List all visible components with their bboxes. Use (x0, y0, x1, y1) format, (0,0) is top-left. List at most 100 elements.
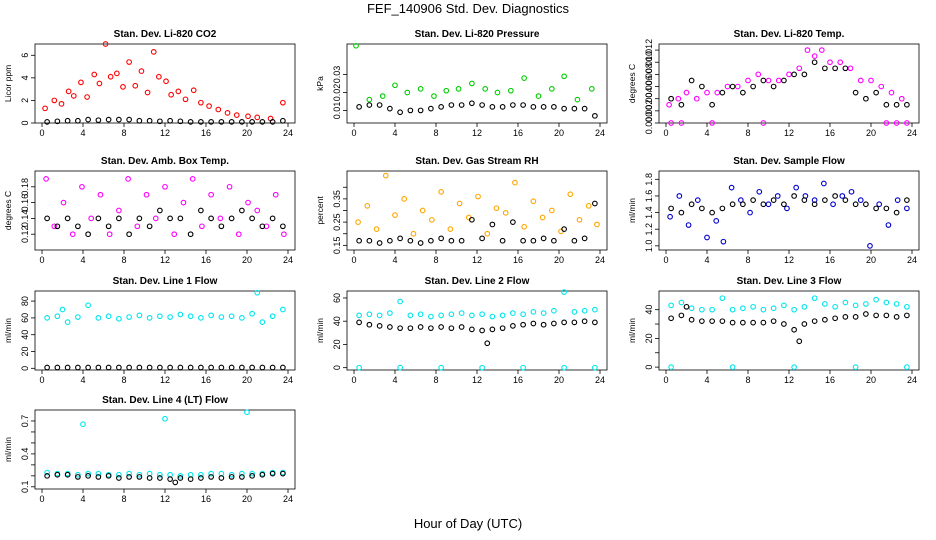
point-series-1 (387, 310, 393, 316)
point-series-1 (904, 205, 910, 212)
point-series-1 (126, 314, 132, 320)
y-tick-label: 0 (644, 365, 654, 370)
point-series-2 (249, 215, 255, 222)
point-series-1 (96, 80, 103, 87)
x-tick-label: 16 (825, 128, 835, 138)
x-tick-label: 4 (392, 375, 397, 385)
point-series-1 (832, 303, 838, 310)
y-tick-label: 0.16 (20, 194, 30, 212)
point-series-2 (581, 318, 588, 325)
point-series-1 (898, 95, 905, 102)
x-tick-label: 16 (825, 375, 835, 385)
point-series-2 (64, 117, 71, 124)
point-series-1 (852, 302, 859, 309)
y-tick-label: 0.01 (332, 102, 342, 120)
point-series-2 (438, 103, 444, 110)
point-series-1 (431, 93, 437, 99)
point-series-2 (269, 215, 276, 222)
x-tick-label: 0 (663, 128, 668, 138)
point-series-2 (873, 312, 879, 319)
point-series-1 (410, 230, 417, 237)
point-series-2 (561, 319, 567, 326)
point-series-2 (218, 364, 225, 371)
point-series-1 (479, 364, 485, 371)
point-series-1 (208, 191, 214, 198)
point-series-1 (228, 471, 235, 478)
point-series-2 (198, 119, 204, 125)
point-series-1 (187, 313, 194, 320)
y-axis-label: ml/min (627, 198, 637, 223)
x-tick-label: 0 (351, 128, 356, 138)
point-series-2 (668, 315, 674, 322)
point-series-2 (95, 364, 102, 371)
point-series-2 (397, 109, 403, 116)
x-tick-label: 4 (392, 128, 397, 138)
point-series-2 (801, 321, 808, 327)
panel-7: Stan. Dev. Line 1 Flow ml/min 0 4 8 12 16 20 24 0… (3, 276, 296, 385)
point-series-1 (512, 179, 518, 186)
point-series-1 (693, 95, 700, 102)
point-series-1 (530, 309, 537, 315)
point-series-2 (760, 201, 767, 208)
point-series-2 (469, 216, 475, 223)
point-series-2 (822, 65, 828, 72)
x-tick-label: 16 (201, 255, 211, 265)
x-tick-label: 24 (907, 128, 917, 138)
point-series-1 (848, 188, 855, 195)
point-series-2 (177, 215, 184, 222)
point-series-1 (904, 364, 910, 370)
point-series-2 (417, 240, 424, 246)
point-series-1 (548, 86, 555, 92)
x-tick-label: 24 (283, 255, 293, 265)
point-series-1 (88, 215, 95, 222)
point-series-1 (729, 306, 736, 313)
y-axis-label: ml/min (315, 318, 325, 343)
point-series-2 (228, 364, 235, 371)
y-tick-label: 60 (332, 293, 342, 303)
point-series-1 (493, 205, 500, 212)
point-series-2 (770, 318, 777, 325)
point-series-1 (208, 312, 214, 319)
x-tick-label: 0 (39, 255, 44, 265)
point-series-1 (820, 180, 827, 187)
point-series-2 (136, 364, 143, 371)
point-series-1 (51, 223, 58, 230)
point-series-1 (64, 319, 71, 325)
point-series-2 (592, 319, 598, 326)
point-series-1 (839, 193, 846, 199)
point-series-2 (198, 207, 204, 214)
y-tick-label: 80 (20, 296, 30, 306)
plot-frame (34, 170, 296, 251)
point-series-1 (51, 97, 58, 104)
point-series-2 (499, 237, 506, 244)
point-series-2 (228, 215, 235, 222)
point-series-1 (484, 230, 491, 237)
point-series-1 (138, 68, 145, 74)
point-series-1 (80, 421, 86, 428)
point-series-1 (904, 303, 910, 310)
point-series-2 (520, 102, 526, 108)
point-series-1 (43, 176, 49, 182)
point-series-1 (392, 82, 398, 89)
x-tick-label: 24 (283, 494, 293, 504)
y-tick-label: 0.012 (644, 39, 654, 62)
point-series-1 (885, 222, 892, 228)
point-series-2 (904, 101, 910, 108)
point-series-1 (576, 216, 583, 223)
point-series-1 (280, 99, 286, 106)
point-series-2 (811, 59, 818, 66)
y-tick-label: 1.0 (644, 240, 654, 253)
point-series-2 (489, 221, 496, 228)
point-series-1 (770, 305, 777, 312)
point-series-2 (208, 119, 214, 125)
point-series-1 (163, 78, 169, 85)
point-series-1 (668, 120, 674, 126)
point-series-2 (187, 119, 194, 125)
y-tick-label: 0.008 (644, 63, 654, 86)
y-axis-label: ml/min (3, 437, 13, 462)
plot-frame (658, 43, 920, 124)
point-series-1 (254, 207, 261, 214)
y-tick-label: 0.004 (644, 87, 654, 110)
point-series-1 (175, 88, 182, 95)
point-series-1 (379, 93, 386, 99)
